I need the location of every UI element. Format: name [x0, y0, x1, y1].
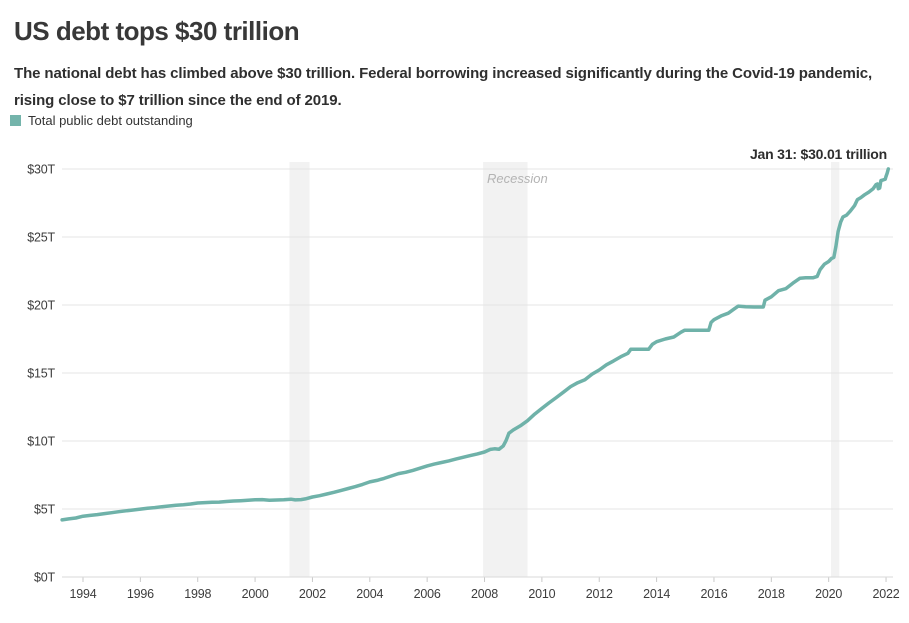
y-axis-label: $5T	[34, 503, 56, 517]
x-axis-label: 2014	[643, 587, 670, 601]
x-axis-label: 2010	[528, 587, 555, 601]
recession-band	[483, 162, 528, 578]
subtitle-line-2: rising close to $7 trillion since the en…	[14, 92, 342, 109]
legend-swatch-icon	[10, 115, 21, 126]
y-axis-label: $0T	[34, 571, 56, 585]
y-axis-label: $10T	[27, 435, 55, 449]
x-axis-label: 2008	[471, 587, 498, 601]
x-axis-label: 2016	[700, 587, 727, 601]
subtitle-line-1: The national debt has climbed above $30 …	[14, 65, 873, 82]
x-axis-label: 2018	[758, 587, 785, 601]
legend-label: Total public debt outstanding	[28, 113, 193, 128]
y-axis-label: $30T	[27, 163, 55, 177]
chart-subtitle: The national debt has climbed above $30 …	[14, 60, 900, 114]
y-axis-label: $25T	[27, 231, 55, 245]
recession-band	[289, 162, 310, 578]
x-axis-label: 2002	[299, 587, 326, 601]
x-axis-label: 2020	[815, 587, 842, 601]
y-axis-label: $15T	[27, 367, 55, 381]
legend: Total public debt outstanding	[10, 113, 193, 128]
x-axis-label: 2004	[356, 587, 383, 601]
x-axis-label: 2006	[414, 587, 441, 601]
x-axis-label: 1998	[184, 587, 211, 601]
latest-value-annotation: Jan 31: $30.01 trillion	[749, 146, 887, 162]
recession-band	[830, 162, 840, 578]
debt-series-line	[60, 167, 891, 522]
x-axis-label: 2012	[586, 587, 613, 601]
x-axis-label: 1996	[127, 587, 154, 601]
x-axis-label: 2000	[242, 587, 269, 601]
recession-label: Recession	[487, 171, 548, 186]
page-title: US debt tops $30 trillion	[14, 16, 300, 46]
x-axis-label: 2022	[873, 587, 900, 601]
x-axis-label: 1994	[69, 587, 96, 601]
y-axis-label: $20T	[27, 299, 55, 313]
